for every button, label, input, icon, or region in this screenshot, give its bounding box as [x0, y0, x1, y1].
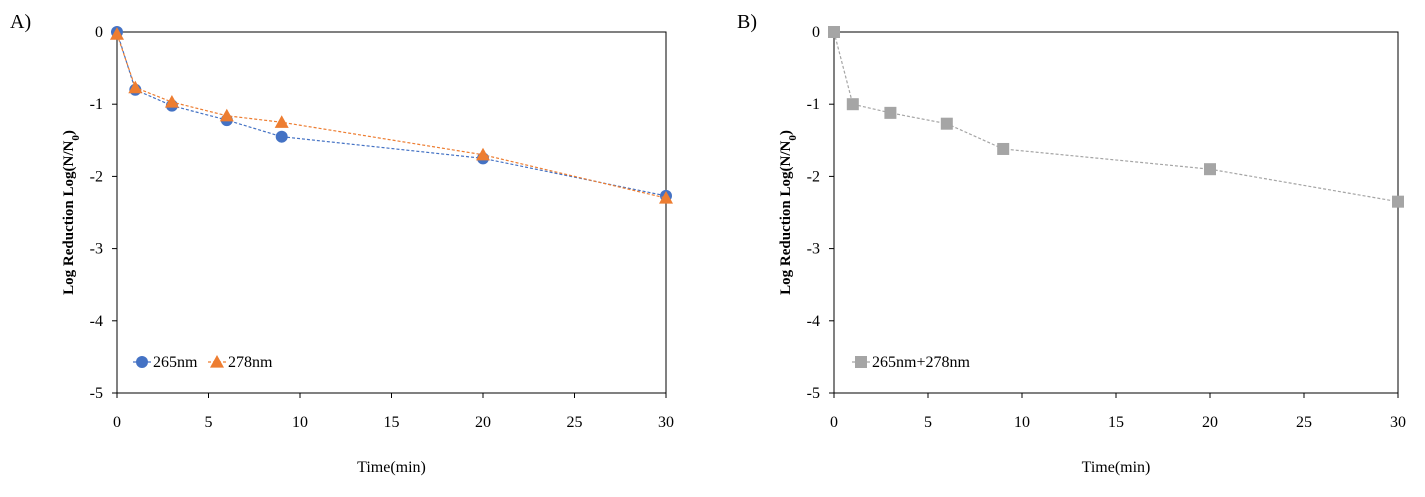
series-278nm — [110, 27, 673, 204]
x-tick-label: 20 — [1202, 414, 1218, 431]
y-tick-label: -3 — [90, 241, 103, 258]
data-point — [846, 98, 859, 111]
x-tick-label: 25 — [1296, 414, 1312, 431]
data-point — [1204, 163, 1216, 176]
x-tick-label: 15 — [384, 414, 400, 431]
data-point — [476, 147, 490, 161]
legend-entry: 265nm+278nm — [872, 354, 970, 371]
x-tick-label: 15 — [1108, 414, 1124, 431]
x-tick-label: 25 — [567, 414, 583, 431]
y-tick-label: -5 — [807, 385, 820, 402]
x-tick-label: 30 — [658, 414, 674, 431]
data-point — [884, 106, 897, 119]
data-point — [128, 80, 143, 94]
legend-marker — [136, 356, 148, 368]
y-tick-label: 0 — [812, 24, 820, 41]
data-point — [164, 95, 179, 108]
chart-panel-0: A) 0 5 10 15 20 25 30 0 -1 -2 -3 -4 -5 Time(min) Log Re… — [10, 11, 674, 476]
y-tick-label: -2 — [807, 168, 820, 185]
x-axis-title: Time(min) — [357, 459, 426, 476]
x-tick-label: 5 — [924, 414, 932, 431]
data-point — [828, 26, 840, 38]
legend-entry: 278nm — [228, 354, 273, 371]
legend: 265nm 278nm — [133, 354, 273, 371]
panel-label: B) — [737, 11, 757, 33]
y-tick-label: 0 — [95, 24, 103, 41]
x-tick-label: 0 — [830, 414, 838, 431]
legend-marker — [855, 356, 867, 368]
legend: 265nm+278nm — [852, 354, 970, 371]
y-axis-title: Log Reduction Log(N/N0) — [61, 130, 82, 295]
series-line — [116, 33, 667, 199]
legend-entry: 265nm — [153, 354, 198, 371]
y-tick-label: -4 — [90, 313, 103, 330]
y-axis-title: Log Reduction Log(N/N0) — [778, 130, 799, 295]
y-tick-label: -5 — [90, 385, 103, 402]
y-tick-label: -3 — [807, 241, 820, 258]
plot-frame — [833, 31, 1399, 394]
data-point — [659, 191, 673, 204]
data-point — [997, 142, 1010, 155]
y-tick-label: -1 — [807, 96, 820, 113]
x-tick-label: 20 — [475, 414, 491, 431]
data-point — [110, 27, 124, 40]
series-265nm — [111, 26, 672, 202]
series-line — [116, 31, 667, 197]
data-point — [274, 115, 289, 128]
x-tick-label: 10 — [1014, 414, 1030, 431]
panel-label: A) — [10, 11, 31, 33]
y-tick-label: -1 — [90, 96, 103, 113]
y-tick-label: -4 — [807, 313, 820, 330]
x-tick-label: 5 — [205, 414, 213, 431]
series-line — [833, 31, 1399, 203]
x-tick-label: 30 — [1390, 414, 1406, 431]
x-tick-label: 10 — [292, 414, 308, 431]
data-point — [219, 108, 234, 122]
legend-marker — [210, 355, 224, 368]
x-axis-title: Time(min) — [1082, 459, 1151, 476]
data-point — [1392, 195, 1404, 208]
plot-frame — [116, 31, 667, 394]
chart-panel-1: B) 0 5 10 15 20 25 30 0 -1 -2 -3 -4 -5 Time(min) Log Re… — [737, 11, 1406, 476]
series-265nm+278nm — [828, 26, 1404, 208]
data-point — [940, 117, 953, 130]
x-tick-label: 0 — [113, 414, 121, 431]
data-point — [275, 130, 288, 143]
y-tick-label: -2 — [90, 168, 103, 185]
